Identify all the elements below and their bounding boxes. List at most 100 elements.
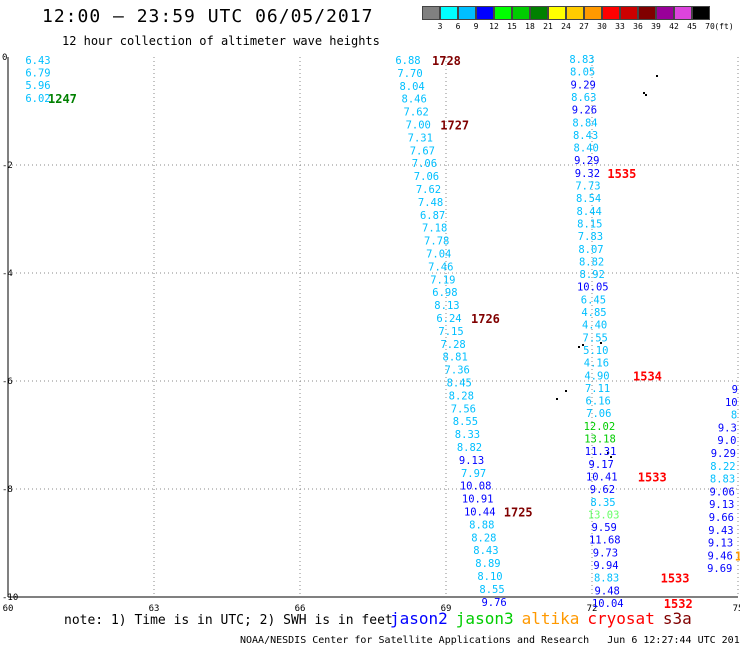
wave-height-value: 9.48	[595, 585, 620, 597]
wave-height-value: 10.05	[577, 282, 609, 294]
wave-height-value: 8.45	[447, 378, 472, 390]
satellite-legend: jason2 jason3 altika cryosat s3a	[390, 609, 700, 628]
wave-height-value: 9.43	[708, 525, 733, 537]
wave-height-value: 7.28	[440, 339, 465, 351]
footer-note: note: 1) Time is in UTC; 2) SWH is in fe…	[64, 613, 393, 628]
wave-height-value: 9.0	[717, 435, 736, 447]
wave-height-value: 10.44	[464, 507, 496, 519]
wave-height-value: 9.94	[593, 560, 618, 572]
credit-timestamp: Jun 6 12:27:44 UTC 2017	[607, 635, 740, 646]
legend-swatch	[476, 6, 494, 20]
wave-height-value: 7.73	[575, 181, 600, 193]
wave-height-value: 9.29	[574, 155, 599, 167]
wave-height-value: 8.81	[443, 352, 468, 364]
wave-height-value: 7.55	[583, 332, 608, 344]
wave-height-value: 8.82	[457, 442, 482, 454]
wave-height-value: 9.46	[708, 550, 733, 562]
legend-swatch	[458, 6, 476, 20]
legend-tick-label: 12	[489, 22, 499, 31]
legend-tick-label: 9	[473, 22, 479, 31]
wave-height-value: 13.18	[584, 434, 616, 446]
wave-height-value: 6.16	[586, 396, 611, 408]
wave-height-value: 7.67	[410, 145, 435, 157]
wave-height-value: 9.69	[707, 563, 732, 575]
wave-height-value: 5.10	[583, 345, 608, 357]
wave-height-value: 7.11	[585, 383, 610, 395]
pass-time-label: 1	[735, 549, 740, 563]
wave-height-value: 9.62	[590, 484, 615, 496]
satellite-altika: altika	[521, 609, 580, 628]
legend-swatch	[422, 6, 440, 20]
latitude-label: -2	[2, 161, 13, 171]
wave-height-value: 8	[731, 410, 737, 422]
wave-height-value: 8.55	[453, 416, 478, 428]
wave-height-value: 6.24	[436, 313, 461, 325]
legend-tick-label: 3	[437, 22, 443, 31]
legend-swatch	[512, 6, 530, 20]
wave-height-value: 10.41	[586, 471, 618, 483]
wave-height-value: 7.15	[438, 326, 463, 338]
legend-swatch	[656, 6, 674, 20]
wave-height-value: 8.83	[569, 54, 594, 66]
wave-height-value: 7.19	[430, 274, 455, 286]
wave-height-value: 4.85	[581, 307, 606, 319]
color-legend: 3 6 9 12 15 18 21 24 27 30 33 36 39 42 45 70 (ft)	[422, 6, 734, 31]
wave-height-value: 9.13	[459, 455, 484, 467]
wave-height-value: 7.83	[578, 231, 603, 243]
wave-height-value: 8.88	[469, 519, 494, 531]
wave-height-value: 11.68	[589, 535, 621, 547]
legend-tick-label: 21	[543, 22, 553, 31]
legend-tick-label: 15	[507, 22, 517, 31]
longitude-label: 60	[3, 604, 14, 614]
latitude-label: -4	[2, 269, 13, 279]
wave-height-value: 6.88	[395, 55, 420, 67]
wave-height-value: 9.26	[572, 105, 597, 117]
pass-time-label: 1533	[638, 470, 667, 484]
wave-height-value: 8.33	[455, 429, 480, 441]
wave-height-value: 7.36	[445, 365, 470, 377]
wave-height-value: 8.89	[475, 558, 500, 570]
wave-height-value: 7.97	[461, 468, 486, 480]
wave-height-value: 8.55	[479, 584, 504, 596]
latitude-label: -10	[2, 593, 18, 603]
pass-time-label: 1247	[48, 92, 77, 106]
wave-height-value: 9.29	[571, 79, 596, 91]
satellite-s3a: s3a	[662, 609, 692, 628]
satellite-jason3: jason3	[455, 609, 514, 628]
legend-swatch	[530, 6, 548, 20]
wave-height-value: 8.84	[572, 117, 597, 129]
wave-height-value: 8.63	[571, 92, 596, 104]
wave-height-value: 9.32	[575, 168, 600, 180]
wave-height-value: 7.46	[428, 261, 453, 273]
wave-height-value: 11.31	[585, 446, 617, 458]
island-dot	[610, 456, 612, 458]
wave-height-value: 8.10	[477, 571, 502, 583]
wave-height-value: 8.35	[590, 497, 615, 509]
pass-time-label: 1727	[440, 119, 469, 133]
legend-swatch	[674, 6, 692, 20]
island-dot	[607, 452, 609, 454]
pass-time-label: 1534	[633, 369, 662, 383]
wave-height-value: 9.76	[481, 597, 506, 609]
legend-swatch	[566, 6, 584, 20]
legend-unit: (ft)	[714, 22, 734, 31]
wave-height-value: 7.56	[451, 403, 476, 415]
wave-height-value: 8.43	[473, 545, 498, 557]
wave-height-value: 10.91	[462, 494, 494, 506]
wave-height-value: 9.06	[710, 486, 735, 498]
wave-height-value: 9	[732, 384, 738, 396]
wave-height-value: 7.78	[424, 236, 449, 248]
wave-height-value: 9.66	[709, 512, 734, 524]
wave-height-value: 8.54	[576, 193, 601, 205]
longitude-label: 63	[149, 604, 160, 614]
legend-tick-label: 24	[561, 22, 571, 31]
legend-tick-label: 36	[633, 22, 643, 31]
legend-swatch	[548, 6, 566, 20]
wave-height-value: 6.45	[581, 294, 606, 306]
wave-height-value: 7.18	[422, 223, 447, 235]
satellite-cryosat: cryosat	[587, 609, 655, 628]
legend-tick-label: 70	[705, 22, 715, 31]
wave-height-value: 6.87	[420, 210, 445, 222]
wave-height-value: 7.62	[416, 184, 441, 196]
legend-swatch	[602, 6, 620, 20]
